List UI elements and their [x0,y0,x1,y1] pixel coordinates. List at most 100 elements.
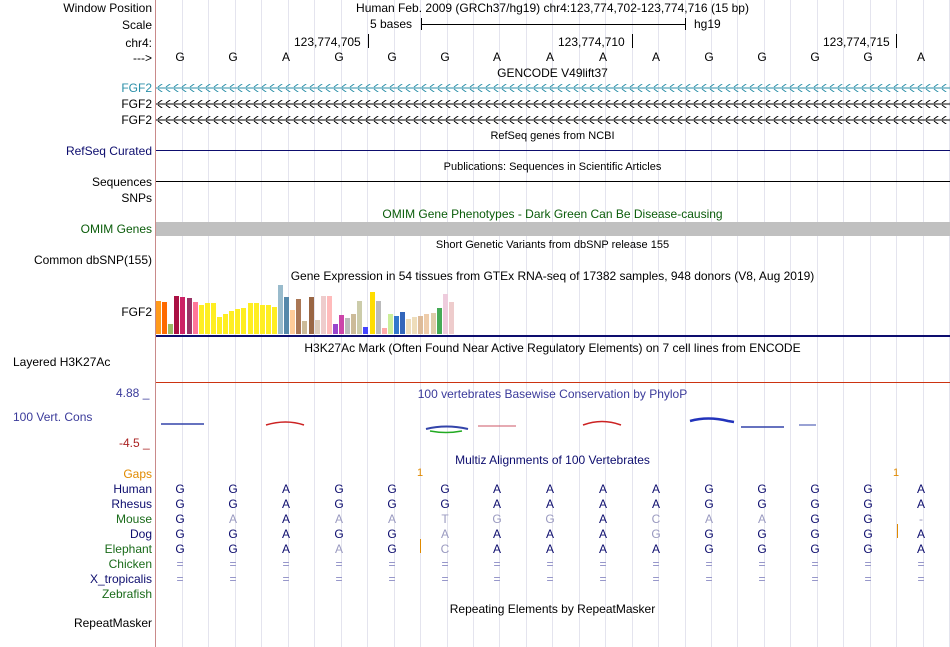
gencode-gene-label-3[interactable]: FGF2 [121,113,152,127]
gtex-tissue-bar[interactable] [314,320,320,334]
label-divider [155,0,156,647]
gencode-transcript-1[interactable] [156,84,950,92]
gtex-tissue-bar[interactable] [357,301,363,334]
alignment-base: G [863,497,873,511]
gtex-tissue-bar[interactable] [278,285,284,334]
gtex-tissue-bar[interactable] [345,318,351,334]
gtex-tissue-bar[interactable] [168,324,174,334]
gtex-tissue-bar[interactable] [381,328,387,334]
gtex-tissue-bar[interactable] [296,299,302,334]
gridline [473,0,474,647]
alignment-base: A [598,497,607,511]
refseq-gene-line[interactable] [156,150,950,151]
alignment-base: = [335,572,343,586]
refseq-track-label[interactable]: RefSeq Curated [65,144,152,158]
alignment-base: G [440,482,450,496]
gtex-tissue-bar[interactable] [406,319,412,334]
alignment-base: A [916,527,925,541]
h3k27ac-track-label[interactable]: Layered H3K27Ac [13,355,111,369]
gtex-tissue-bar[interactable] [204,303,210,334]
gtex-tissue-bar[interactable] [223,314,229,334]
gtex-tissue-bar[interactable] [442,294,448,334]
gencode-transcript-2[interactable] [156,100,950,108]
gtex-tissue-bar[interactable] [375,301,381,334]
gencode-track-title: GENCODE V49lift37 [497,66,608,80]
repeatmasker-track-label[interactable]: RepeatMasker [73,616,152,630]
dbsnp-track-label[interactable]: Common dbSNP(155) [33,253,152,267]
alignment-base: A [598,512,607,526]
h3k27ac-signal-line[interactable] [156,382,950,383]
gtex-tissue-bar[interactable] [351,314,357,334]
species-label[interactable]: Rhesus [111,497,152,511]
gencode-transcript-3[interactable] [156,116,950,124]
gridline [685,0,686,647]
gtex-tissue-bar[interactable] [247,303,253,334]
gtex-tissue-bar[interactable] [265,305,271,334]
gtex-tissue-bar[interactable] [235,309,241,334]
gencode-gene-label-2[interactable]: FGF2 [121,97,152,111]
alignment-base: = [176,557,184,571]
gtex-tissue-bar[interactable] [210,303,216,334]
gtex-tissue-bar[interactable] [162,302,168,334]
publications-track-label[interactable]: Sequences [91,175,152,189]
omim-track-label[interactable]: OMIM Genes [80,222,152,236]
gtex-tissue-bar[interactable] [400,312,406,334]
gtex-tissue-bar[interactable] [436,308,442,334]
species-label[interactable]: Zebrafish [101,587,152,601]
gtex-tissue-bar[interactable] [198,305,204,334]
alignment-base: = [758,557,766,571]
gtex-tissue-bar[interactable] [180,297,186,334]
gencode-gene-label-1[interactable]: FGF2 [121,81,152,95]
gtex-tissue-bar[interactable] [393,316,399,334]
sequence-base: G [387,50,397,64]
gtex-tissue-bar[interactable] [448,302,454,334]
gtex-tissue-bar[interactable] [302,321,308,334]
gtex-tissue-bar[interactable] [326,296,332,334]
gencode-gene-models[interactable] [156,80,950,128]
gtex-tissue-bar[interactable] [320,296,326,334]
gtex-tissue-bar[interactable] [192,302,198,334]
species-label[interactable]: Dog [129,527,152,541]
omim-gene-bar[interactable] [156,222,950,236]
phylop-conservation-plot[interactable] [156,410,950,435]
gtex-tissue-bar[interactable] [363,327,369,334]
alignment-base: A [281,512,290,526]
species-label[interactable]: Elephant [104,542,152,556]
gtex-tissue-bar[interactable] [284,297,290,334]
species-label[interactable]: Human [113,482,152,496]
gtex-tissue-bar[interactable] [253,303,259,334]
gtex-tissue-bar[interactable] [174,296,180,334]
gtex-tissue-bar[interactable] [369,292,375,334]
gtex-tissue-bar[interactable] [430,313,436,334]
gtex-tissue-bar[interactable] [412,317,418,334]
alignment-base: A [545,527,554,541]
alignment-base: A [492,497,501,511]
alignment-base: = [282,557,290,571]
gtex-tissue-bar[interactable] [241,308,247,334]
gap-mark-1: 1 [417,467,424,479]
species-label[interactable]: Chicken [108,557,152,571]
gtex-tissue-bar[interactable] [418,316,424,334]
gtex-tissue-bar[interactable] [332,324,338,334]
gtex-tissue-bar[interactable] [186,298,192,334]
gtex-tissue-bar[interactable] [271,307,277,334]
gtex-track-label[interactable]: FGF2 [121,305,152,319]
publications-line[interactable] [156,181,950,182]
gtex-tissue-bar[interactable] [339,315,345,334]
gtex-tissue-bar[interactable] [229,311,235,334]
species-label[interactable]: Mouse [115,512,152,526]
gtex-tissue-bar[interactable] [217,317,223,334]
phylop-track-label[interactable]: 100 Vert. Cons [13,410,93,424]
species-label[interactable]: X_tropicalis [89,572,152,586]
snps-track-label[interactable]: SNPs [121,191,152,205]
gridline [896,0,897,647]
gtex-tissue-bar[interactable] [259,305,265,334]
gtex-tissue-bar[interactable] [387,314,393,334]
gtex-tissue-bar[interactable] [156,301,162,334]
gtex-tissue-bar[interactable] [290,310,296,334]
sequence-base: A [545,50,554,64]
alignment-base: A [757,512,766,526]
gtex-bar-chart[interactable] [156,284,536,334]
gtex-tissue-bar[interactable] [424,314,430,334]
gtex-tissue-bar[interactable] [308,297,314,334]
